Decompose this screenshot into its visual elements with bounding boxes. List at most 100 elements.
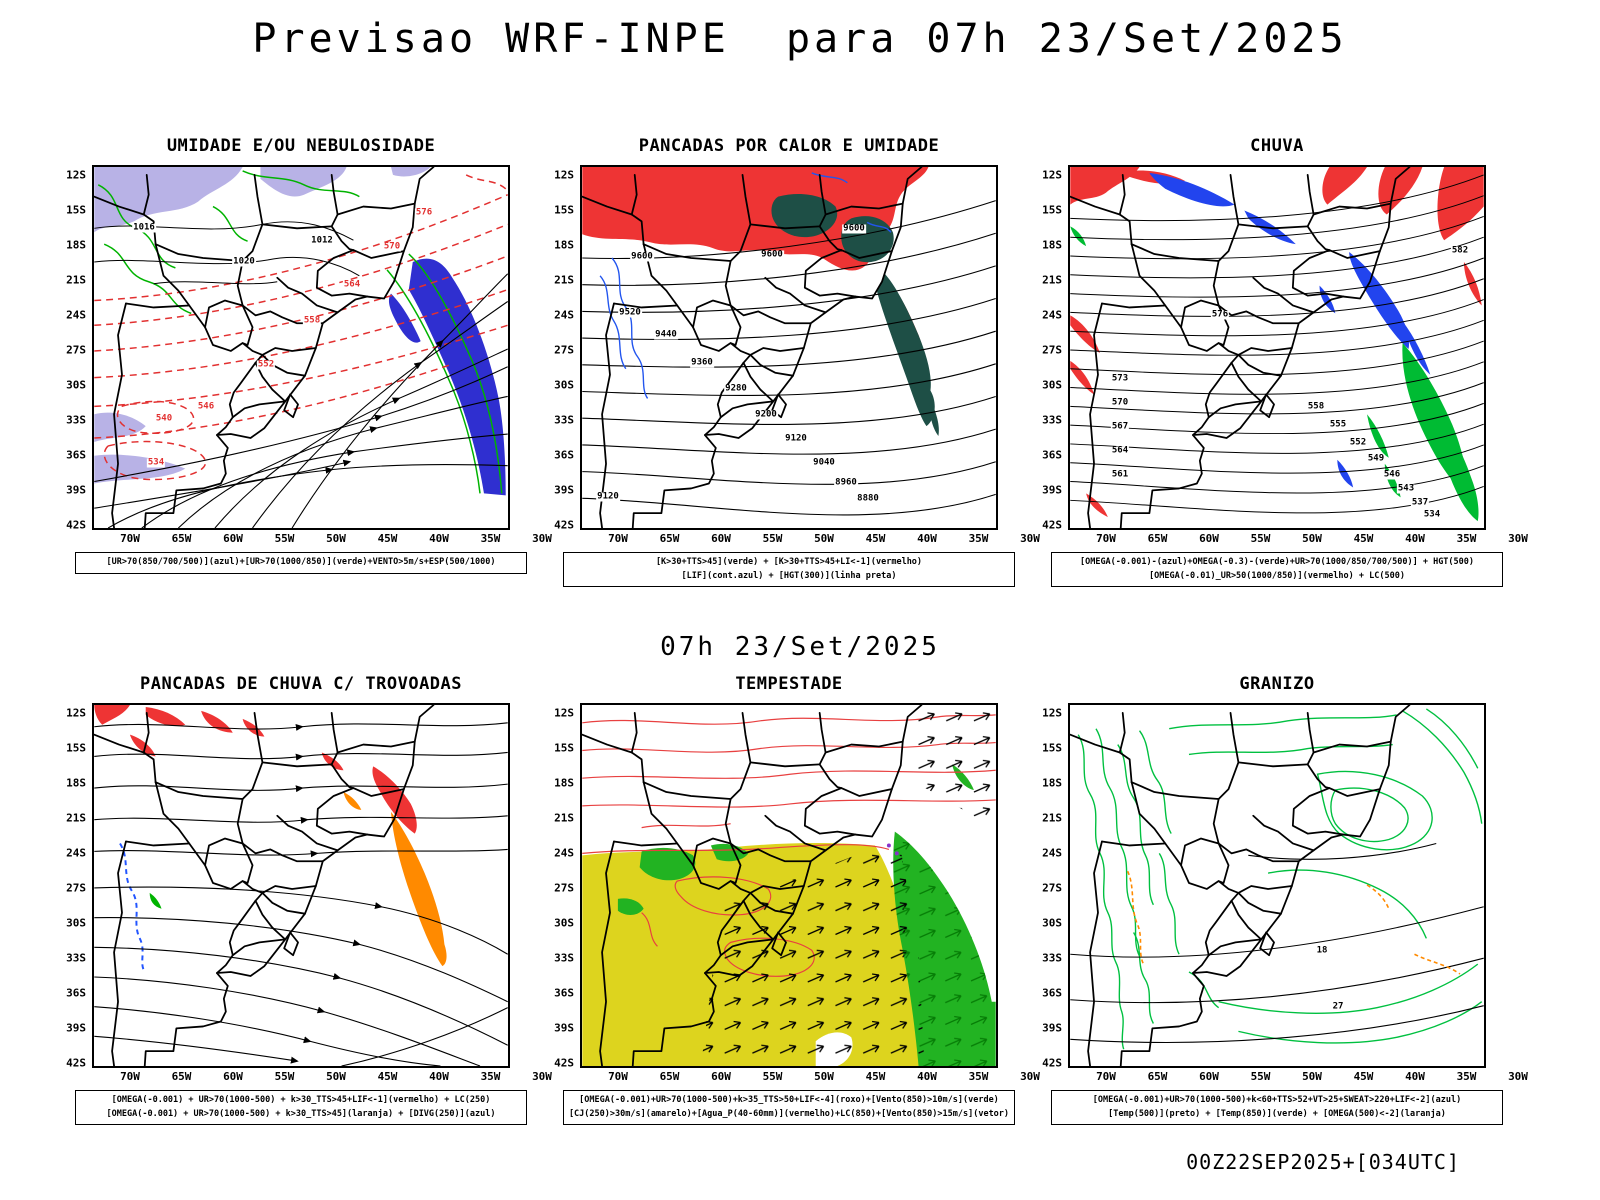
divergence-blue-line [119, 842, 145, 971]
lon-tick-label: 40W [917, 1070, 937, 1083]
lat-tick-label: 21S [554, 811, 574, 825]
caption-line: [OMEGA(-0.001) + UR>70(1000-500) + k>30_… [111, 1095, 491, 1105]
red-rain-layer [1070, 167, 1484, 518]
lon-tick-label: 55W [274, 1070, 295, 1083]
lat-tick-label: 12S [554, 706, 574, 720]
lon-tick-label: 70W [608, 532, 628, 545]
temp850-green-contours [1077, 708, 1483, 1050]
caption-box: [UR>70(850/700/500)](azul)+[UR>70(1000/8… [75, 552, 527, 574]
lon-tick-label: 30W [532, 532, 552, 545]
map-granizo [1070, 705, 1484, 1066]
map-row: 12S 15S 18S 21S 24S 27S 30S 33S 36S 39S 42S [546, 165, 1040, 548]
lon-tick-label: 40W [1405, 1070, 1425, 1083]
lat-tick-label: 39S [66, 483, 86, 497]
footer-timestamp: 00Z22SEP2025+[034UTC] [1186, 1150, 1460, 1174]
lat-tick-label: 36S [554, 448, 574, 462]
lon-tick-label: 45W [377, 532, 398, 545]
panel-title: UMIDADE E/OU NEBULOSIDADE [166, 136, 436, 156]
lat-tick-label: 33S [66, 413, 86, 427]
lat-tick-label: 27S [554, 343, 574, 357]
lat-tick-label: 18S [1042, 238, 1062, 252]
caption-box: [OMEGA(-0.001) + UR>70(1000-500) + k>30_… [75, 1090, 527, 1126]
lon-tick-label: 30W [532, 1070, 552, 1083]
hgt500-contours [1070, 174, 1484, 514]
map-umidade [94, 167, 508, 528]
lon-tick-label: 50W [1302, 532, 1322, 545]
lat-tick-label: 42S [66, 1056, 86, 1070]
lat-tick-label: 15S [1042, 203, 1062, 217]
lat-tick-label: 36S [1042, 448, 1062, 462]
omega500-orange-contours [1126, 870, 1461, 975]
caption-box: [OMEGA(-0.001)-(azul)+OMEGA(-0.3)-(verde… [1051, 552, 1503, 588]
lat-tick-label: 39S [1042, 483, 1062, 497]
forecast-panel-granizo: GRANIZO 12S 15S 18S 21S 24S 27S 30S 33S 36S 39S 42… [1034, 674, 1528, 1126]
lon-axis: 70W 65W 60W 55W 50W 45W 40W 35W 30W [608, 1068, 1040, 1086]
lon-tick-label: 30W [1508, 1070, 1528, 1083]
lat-tick-label: 30S [66, 378, 86, 392]
geography-outline [1070, 167, 1411, 528]
map-frame [580, 703, 998, 1068]
lon-axis: 70W 65W 60W 55W 50W 45W 40W 35W 30W [1096, 1068, 1528, 1086]
lat-tick-label: 36S [1042, 986, 1062, 1000]
lon-tick-label: 30W [1020, 532, 1040, 545]
lat-tick-label: 21S [554, 273, 574, 287]
lon-tick-label: 35W [968, 532, 989, 545]
lat-tick-label: 42S [66, 518, 86, 532]
map-row: 12S 15S 18S 21S 24S 27S 30S 33S 36S 39S 42S [1034, 165, 1528, 548]
lon-tick-label: 60W [1199, 532, 1219, 545]
map-pancadas-calor [582, 167, 996, 528]
forecast-panel-umidade: UMIDADE E/OU NEBULOSIDADE 12S 15S 18S 21S 24… [58, 136, 552, 574]
lat-tick-label: 33S [554, 413, 574, 427]
panel-title: TEMPESTADE [735, 674, 843, 694]
caption-line: [Temp(500)](preto) + [Temp(850)](verde) … [1108, 1108, 1446, 1119]
lon-tick-label: 70W [1096, 1070, 1116, 1083]
lat-tick-label: 24S [1042, 308, 1062, 322]
streamlines [94, 722, 508, 1066]
lat-tick-label: 36S [554, 986, 574, 1000]
caption-line: [K>30+TTS>45](verde) + [K>30+TTS>45+LI<-… [655, 557, 923, 567]
lon-tick-label: 35W [480, 1070, 501, 1083]
lat-tick-label: 21S [66, 273, 86, 287]
lon-tick-label: 70W [120, 532, 140, 545]
lon-tick-label: 35W [1456, 532, 1477, 545]
map-chuva [1070, 167, 1484, 528]
lat-tick-label: 24S [1042, 846, 1062, 860]
lon-tick-label: 60W [223, 1070, 243, 1083]
lat-tick-label: 12S [1042, 168, 1062, 182]
lat-tick-label: 30S [66, 916, 86, 930]
lon-tick-label: 65W [659, 1070, 680, 1083]
map-frame [92, 703, 510, 1068]
orange-shower-layer [343, 792, 447, 967]
lat-tick-label: 18S [66, 238, 86, 252]
lon-tick-label: 60W [1199, 1070, 1219, 1083]
lat-tick-label: 15S [66, 741, 86, 755]
lat-tick-label: 24S [66, 846, 86, 860]
green-humidity-contours [97, 170, 503, 494]
lat-tick-label: 30S [554, 378, 574, 392]
lat-tick-label: 42S [1042, 518, 1062, 532]
lat-axis: 12S 15S 18S 21S 24S 27S 30S 33S 36S 39S 42S [1034, 165, 1064, 532]
teal-instability-layer [771, 193, 939, 437]
lon-tick-label: 40W [429, 1070, 449, 1083]
lon-axis: 70W 65W 60W 55W 50W 45W 40W 35W 30W [120, 530, 552, 548]
lon-tick-label: 35W [1456, 1070, 1477, 1083]
lat-tick-label: 42S [554, 1056, 574, 1070]
lat-tick-label: 24S [554, 846, 574, 860]
lat-tick-label: 39S [66, 1021, 86, 1035]
map-frame: 582 576 573 570 567 564 561 558 555 552 549 546 543 5… [1068, 165, 1486, 530]
lat-tick-label: 18S [554, 776, 574, 790]
caption-line: [OMEGA(-0.001)+UR>70(1000-500)+k>35_TTS>… [579, 1095, 999, 1105]
lon-tick-label: 50W [326, 1070, 346, 1083]
lat-tick-label: 21S [66, 811, 86, 825]
lat-tick-label: 18S [66, 776, 86, 790]
lat-tick-label: 36S [66, 986, 86, 1000]
map-frame: 18 27 [1068, 703, 1486, 1068]
page-title: Previsao WRF-INPE para 07h 23/Set/2025 [252, 16, 1348, 62]
panel-title: CHUVA [1250, 136, 1304, 156]
green-wind-vectors [893, 831, 996, 1066]
caption-line: [CJ(250)>30m/s](amarelo)+[Agua_P(40-60mm… [568, 1108, 1010, 1119]
lon-axis: 70W 65W 60W 55W 50W 45W 40W 35W 30W [1096, 530, 1528, 548]
panel-title: PANCADAS DE CHUVA C/ TROVOADAS [139, 674, 463, 694]
lat-tick-label: 21S [1042, 811, 1062, 825]
map-tempestade [582, 705, 996, 1066]
